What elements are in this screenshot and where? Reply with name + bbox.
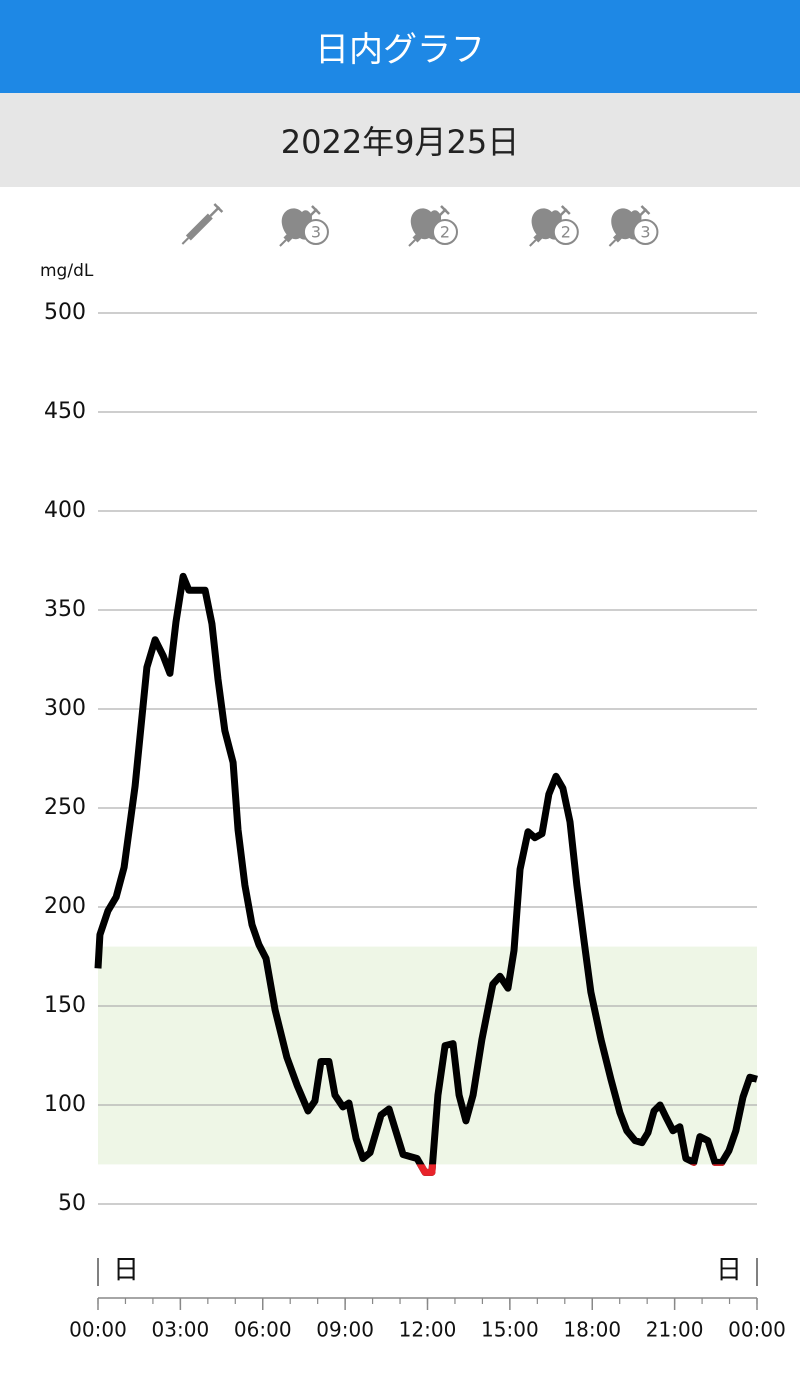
x-tick-label: 00:00 — [728, 1318, 786, 1342]
dose-label: 3 — [311, 223, 321, 242]
x-tick-label: 09:00 — [316, 1318, 374, 1342]
y-tick-label: 200 — [44, 894, 86, 919]
x-tick-label: 03:00 — [152, 1318, 210, 1342]
dose-label: 2 — [561, 223, 571, 242]
dose-label: 3 — [640, 223, 650, 242]
syringe-cap — [560, 205, 571, 215]
event-icon[interactable]: 2 — [529, 205, 579, 247]
syringe-cap — [311, 205, 321, 215]
syringe-needle — [408, 239, 416, 247]
event-icon[interactable]: 3 — [608, 205, 659, 247]
y-tick-label: 250 — [44, 795, 86, 820]
syringe-needle — [279, 239, 287, 247]
y-tick-label: 400 — [44, 498, 86, 523]
syringe-body — [185, 213, 213, 241]
y-tick-label: 500 — [44, 300, 86, 325]
syringe-body — [533, 215, 561, 243]
syringe-needle — [181, 237, 190, 245]
date-bar[interactable]: 2022年9月25日 — [0, 93, 800, 187]
event-icon[interactable]: 3 — [279, 205, 329, 247]
chart: mg/dL 50 100 150 200 250 300 350 400 450 500 00:00… — [40, 203, 786, 1342]
header-title: 日内グラフ — [0, 0, 800, 93]
dose-label: 2 — [440, 223, 450, 242]
day-marker: 日 — [716, 1256, 742, 1286]
y-tick-label: 300 — [44, 696, 86, 721]
y-tick-label: 350 — [44, 597, 86, 622]
dose-badge — [431, 219, 458, 245]
y-tick-label: 50 — [58, 1191, 86, 1216]
day-marker: 日 — [113, 1256, 139, 1286]
dose-badge — [632, 219, 659, 245]
syringe-cap — [640, 205, 651, 215]
x-tick-label: 00:00 — [69, 1318, 127, 1342]
syringe-body — [412, 215, 440, 243]
y-tick-label: 150 — [44, 993, 86, 1018]
syringe-cap — [213, 203, 224, 213]
y-tick-label: 450 — [44, 399, 86, 424]
dose-badge — [302, 219, 329, 245]
x-tick-label: 15:00 — [481, 1318, 539, 1342]
x-tick-label: 18:00 — [563, 1318, 621, 1342]
dose-badge — [552, 219, 579, 245]
y-unit: mg/dL — [40, 261, 94, 281]
x-tick-label: 21:00 — [646, 1318, 704, 1342]
syringe-needle — [529, 239, 537, 247]
y-tick-label: 100 — [44, 1092, 86, 1117]
x-tick-label: 06:00 — [234, 1318, 292, 1342]
syringe-needle — [608, 239, 617, 247]
target-band — [98, 946, 757, 1165]
event-icon[interactable] — [181, 203, 224, 245]
glucose-line — [94, 572, 758, 1176]
syringe-cap — [440, 205, 450, 215]
x-tick-label: 12:00 — [399, 1318, 457, 1342]
syringe-body — [283, 215, 311, 243]
syringe-body — [612, 215, 640, 243]
event-icon[interactable]: 2 — [408, 205, 458, 247]
